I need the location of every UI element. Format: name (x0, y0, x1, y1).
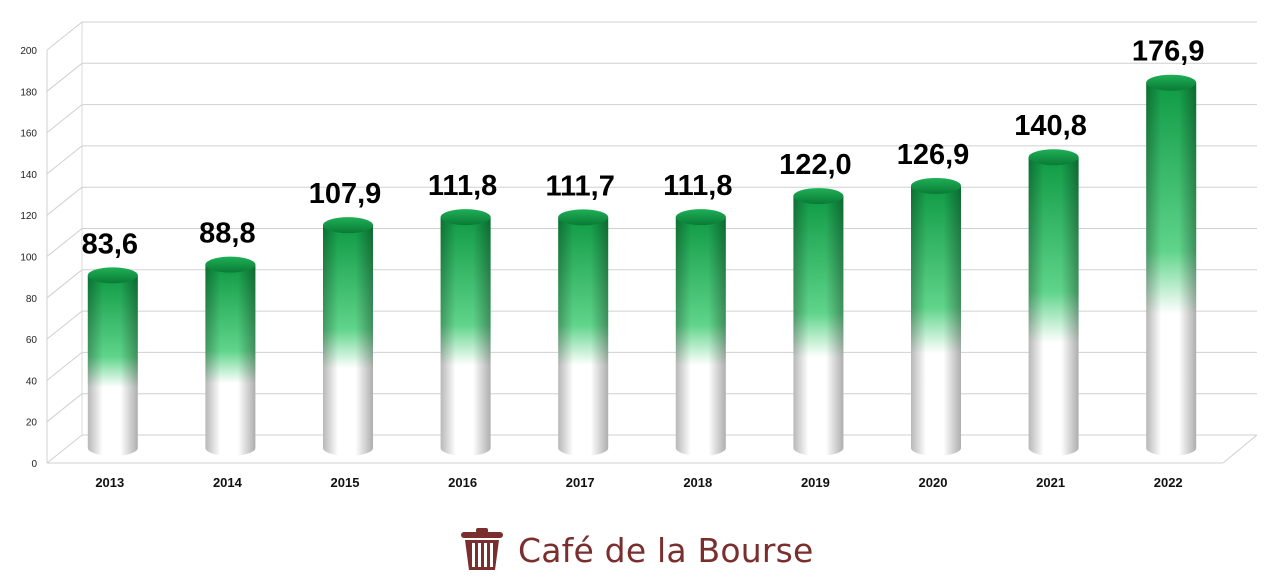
y-tick-label: 100 (20, 253, 37, 264)
brand-name: Café de la Bourse (518, 530, 814, 570)
y-tick-label: 20 (26, 418, 38, 429)
x-tick-label: 2022 (1154, 475, 1183, 490)
y-axis-ticks: 0 20 40 60 80 100 120 140 160 180 200 (20, 46, 37, 470)
bar-2021 (1028, 149, 1079, 457)
floor-depth-edge (1222, 434, 1258, 464)
x-tick-label: 2020 (919, 475, 948, 490)
gridline-diagonal (46, 104, 83, 133)
y-tick-label: 120 (20, 211, 37, 222)
y-tick-label: 80 (26, 294, 38, 305)
bar-2013 (87, 267, 138, 456)
x-tick-label: 2014 (213, 475, 243, 490)
x-tick-label: 2016 (448, 475, 477, 490)
bar-2022 (1146, 74, 1197, 456)
data-label: 140,8 (1014, 110, 1087, 142)
data-label: 111,8 (663, 170, 732, 202)
x-axis-labels: 2013 2014 2015 2016 2017 2018 2019 2020 2021 2022 (95, 475, 1182, 490)
x-tick-label: 2017 (566, 475, 595, 490)
gridline-diagonal (46, 62, 83, 92)
bar-shading (558, 217, 609, 456)
bar-shading (323, 225, 373, 456)
y-tick-label: 140 (20, 170, 37, 181)
x-tick-label: 2013 (95, 475, 124, 490)
gridline-diagonal (46, 21, 83, 51)
bar-cap (675, 209, 726, 226)
y-tick-label: 200 (20, 46, 37, 57)
data-label: 111,7 (546, 170, 615, 202)
gridline-diagonal (46, 186, 83, 216)
gridline-diagonal (46, 393, 83, 423)
bar-cap (323, 217, 373, 234)
y-tick-label: 180 (20, 87, 37, 98)
data-label: 83,6 (82, 228, 138, 260)
bar-2015 (323, 217, 373, 456)
bar-cap (1028, 149, 1079, 166)
bar-shading (1028, 157, 1079, 457)
bar-cap (1146, 74, 1197, 91)
bar-shading (440, 217, 491, 456)
data-label: 107,9 (309, 178, 382, 210)
brand-logo: Café de la Bourse (458, 522, 814, 578)
bars (87, 74, 1197, 457)
data-label: 126,9 (897, 139, 970, 171)
y-tick-label: 40 (26, 376, 38, 387)
bar-shading (1146, 82, 1197, 456)
bar-2018 (675, 209, 726, 456)
gridline-diagonal (46, 310, 83, 340)
bar-2020 (911, 177, 961, 456)
data-label: 111,8 (428, 170, 497, 202)
bar-cap (558, 209, 609, 226)
gridline-diagonal (46, 269, 83, 299)
data-label: 122,0 (779, 149, 852, 181)
data-label: 88,8 (199, 218, 255, 250)
bar-shading (675, 217, 726, 456)
x-tick-label: 2019 (801, 475, 830, 490)
bar-shading (87, 275, 138, 456)
y-tick-label: 60 (26, 335, 38, 346)
bar-chart: 0 20 40 60 80 100 120 140 160 180 200 2013 2014 2015… (20, 21, 1258, 490)
x-tick-label: 2015 (331, 475, 360, 490)
gridline-diagonal (46, 434, 83, 464)
x-tick-label: 2018 (683, 475, 712, 490)
bar-shading (205, 264, 256, 456)
bar-2017 (558, 209, 609, 456)
bar-cap (87, 267, 138, 284)
bar-shading (793, 196, 844, 456)
gridline-diagonal (46, 228, 83, 257)
y-tick-label: 160 (20, 129, 37, 140)
data-labels: 83,6 88,8 107,9 111,8 111,7 111,8 122,0 126,9 14… (82, 36, 1205, 261)
bar-2019 (793, 188, 844, 456)
bar-cap (205, 256, 256, 273)
bar-2016 (440, 209, 491, 456)
data-label: 176,9 (1132, 36, 1205, 68)
bar-cap (793, 188, 844, 205)
bar-cap (440, 209, 491, 226)
gridline-diagonal (46, 352, 83, 381)
gridline-diagonal (46, 145, 83, 175)
y-tick-label: 0 (31, 459, 37, 470)
bar-shading (911, 185, 961, 456)
wastebasket-icon (461, 528, 503, 570)
bar-cap (911, 177, 961, 194)
x-tick-label: 2021 (1036, 475, 1065, 490)
bar-2014 (205, 256, 256, 456)
